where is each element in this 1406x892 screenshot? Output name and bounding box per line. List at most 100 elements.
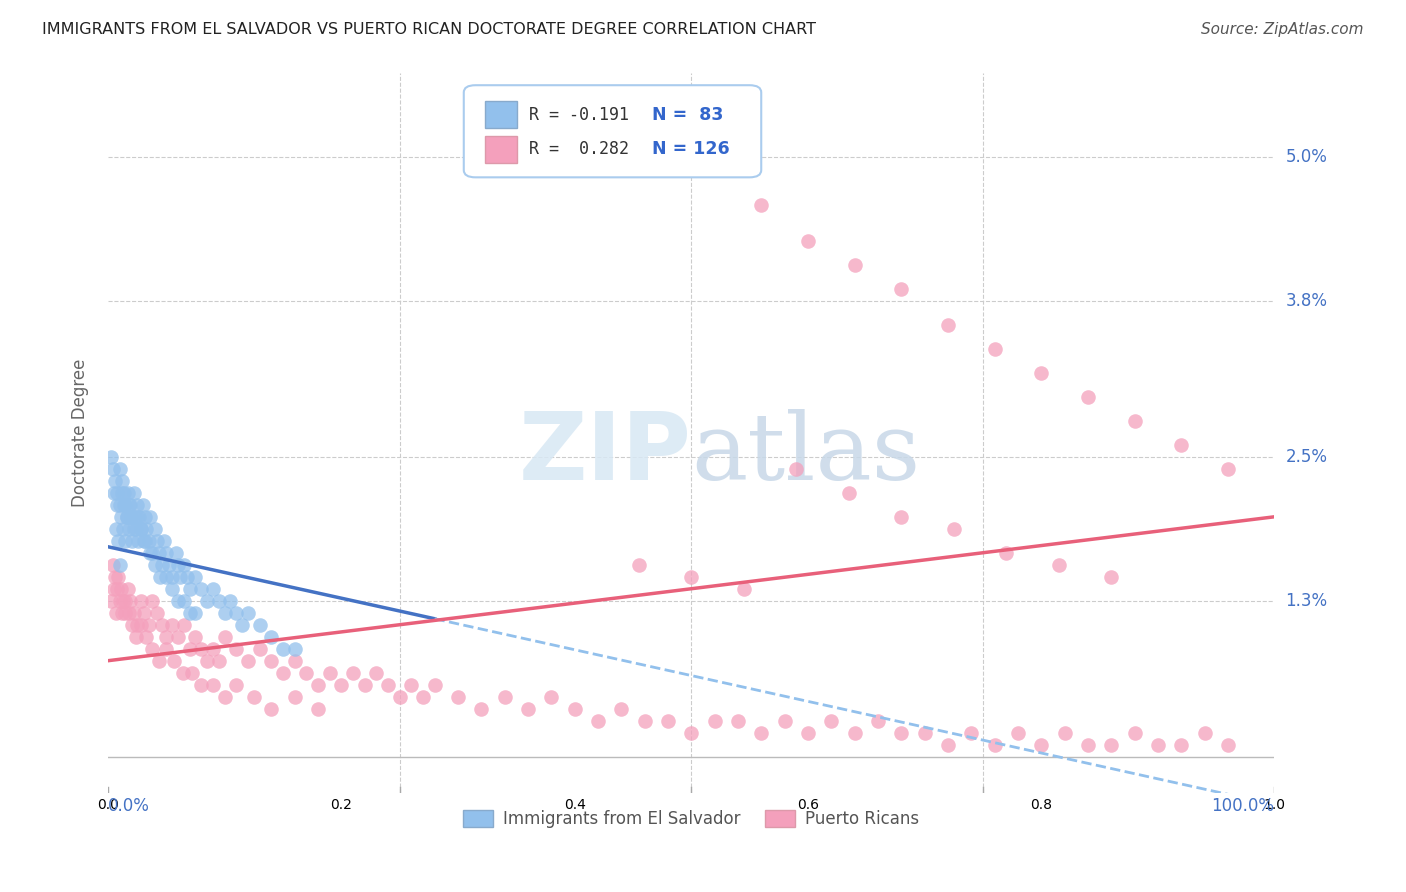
- Point: [132, 498, 155, 512]
- Point: [114, 498, 136, 512]
- Point: [117, 582, 139, 596]
- Point: [167, 558, 190, 572]
- Text: 5.0%: 5.0%: [1285, 148, 1327, 166]
- Point: [844, 258, 866, 272]
- Point: [271, 665, 294, 680]
- Point: [128, 509, 150, 524]
- Point: [208, 593, 231, 607]
- Point: [101, 462, 124, 476]
- Point: [118, 522, 141, 536]
- Point: [190, 678, 212, 692]
- Point: [134, 533, 156, 548]
- Point: [104, 570, 127, 584]
- Point: [225, 641, 247, 656]
- Point: [163, 654, 186, 668]
- Point: [610, 701, 633, 715]
- Point: [401, 678, 423, 692]
- Point: [260, 701, 283, 715]
- Point: [1147, 738, 1170, 752]
- Point: [214, 690, 236, 704]
- Point: [141, 593, 163, 607]
- Point: [388, 690, 411, 704]
- Point: [190, 582, 212, 596]
- Point: [134, 533, 156, 548]
- Point: [540, 690, 562, 704]
- Point: [318, 665, 340, 680]
- Point: [797, 234, 820, 248]
- Point: [179, 641, 201, 656]
- Point: [129, 522, 152, 536]
- Point: [377, 678, 399, 692]
- Point: [148, 546, 170, 560]
- Text: R =  0.282: R = 0.282: [529, 140, 628, 158]
- Point: [1077, 390, 1099, 404]
- Point: [135, 522, 157, 536]
- Point: [231, 617, 253, 632]
- Point: [412, 690, 434, 704]
- Point: [190, 641, 212, 656]
- Point: [219, 593, 242, 607]
- Point: [120, 498, 142, 512]
- Text: R = -0.191: R = -0.191: [529, 106, 628, 124]
- Point: [146, 533, 169, 548]
- Point: [127, 617, 149, 632]
- Point: [105, 485, 128, 500]
- Point: [108, 498, 131, 512]
- Point: [983, 738, 1005, 752]
- Point: [1099, 738, 1122, 752]
- Y-axis label: Doctorate Degree: Doctorate Degree: [72, 359, 89, 507]
- Point: [890, 725, 912, 739]
- Point: [134, 509, 156, 524]
- Point: [214, 630, 236, 644]
- Point: [295, 665, 318, 680]
- Point: [1031, 366, 1053, 380]
- Point: [105, 498, 128, 512]
- Text: ZIP: ZIP: [519, 409, 692, 500]
- Point: [155, 570, 177, 584]
- Text: 0.0%: 0.0%: [108, 797, 150, 815]
- Point: [104, 474, 127, 488]
- FancyBboxPatch shape: [485, 136, 517, 163]
- Text: Source: ZipAtlas.com: Source: ZipAtlas.com: [1201, 22, 1364, 37]
- Legend: Immigrants from El Salvador, Puerto Ricans: Immigrants from El Salvador, Puerto Rica…: [457, 803, 927, 835]
- Point: [127, 533, 149, 548]
- Point: [121, 617, 143, 632]
- Point: [225, 678, 247, 692]
- Point: [114, 593, 136, 607]
- Point: [118, 606, 141, 620]
- Point: [101, 558, 124, 572]
- Point: [936, 738, 959, 752]
- Point: [1194, 725, 1216, 739]
- Point: [820, 714, 842, 728]
- Point: [150, 617, 173, 632]
- Point: [129, 593, 152, 607]
- Point: [353, 678, 375, 692]
- Point: [125, 630, 148, 644]
- Point: [423, 678, 446, 692]
- Point: [122, 606, 145, 620]
- Point: [586, 714, 609, 728]
- Point: [120, 593, 142, 607]
- Point: [111, 485, 134, 500]
- Point: [160, 582, 183, 596]
- Point: [141, 546, 163, 560]
- Point: [112, 522, 135, 536]
- Point: [129, 617, 152, 632]
- Point: [201, 641, 224, 656]
- Point: [149, 570, 172, 584]
- Point: [143, 558, 166, 572]
- Point: [749, 198, 772, 212]
- Point: [184, 630, 207, 644]
- Point: [284, 690, 307, 704]
- Point: [447, 690, 470, 704]
- Point: [307, 701, 329, 715]
- Point: [105, 522, 128, 536]
- Point: [167, 630, 190, 644]
- Point: [127, 509, 149, 524]
- Text: N =  83: N = 83: [651, 106, 723, 124]
- Point: [195, 654, 218, 668]
- Point: [107, 570, 129, 584]
- Point: [160, 617, 183, 632]
- Point: [214, 606, 236, 620]
- Point: [201, 678, 224, 692]
